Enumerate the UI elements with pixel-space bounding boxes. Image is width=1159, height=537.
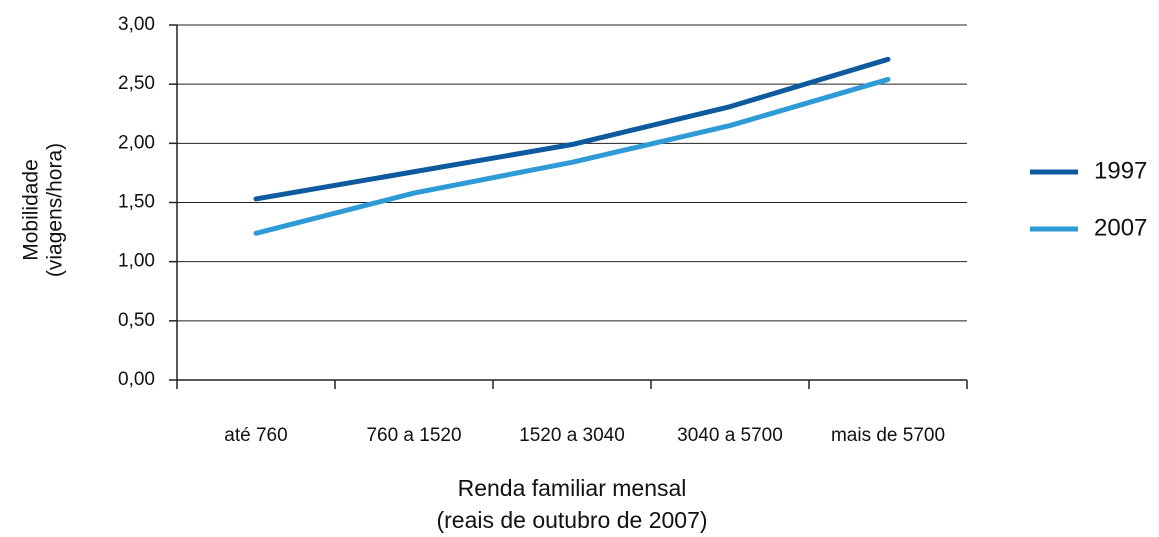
y-tick-label: 0,00 [118, 369, 155, 390]
y-label-line: (viagens/hora) [44, 143, 67, 277]
y-tick-label: 1,00 [118, 251, 155, 272]
x-tick-label: 760 a 1520 [366, 425, 461, 446]
x-tick-label: até 760 [224, 425, 287, 446]
y-tick-label: 3,00 [118, 14, 155, 35]
y-tick-label: 1,50 [118, 192, 155, 213]
y-label-line: Mobilidade [20, 159, 43, 261]
y-axis-label: Mobilidade (viagens/hora) [20, 143, 67, 277]
y-tick-label: 2,00 [118, 132, 155, 153]
series-line [253, 76, 891, 236]
y-tick-label: 2,50 [118, 73, 155, 94]
x-tick-label: mais de 5700 [831, 425, 945, 446]
legend-label: 1997 [1094, 157, 1147, 184]
series-line [253, 56, 891, 202]
y-tick-label: 0,50 [118, 310, 155, 331]
x-tick-label: 3040 a 5700 [677, 425, 783, 446]
legend-label: 2007 [1094, 214, 1147, 241]
x-tick-label: 1520 a 3040 [519, 425, 625, 446]
x-axis-label: Renda familiar mensal [458, 475, 687, 501]
x-axis-label: (reais de outubro de 2007) [436, 507, 707, 533]
